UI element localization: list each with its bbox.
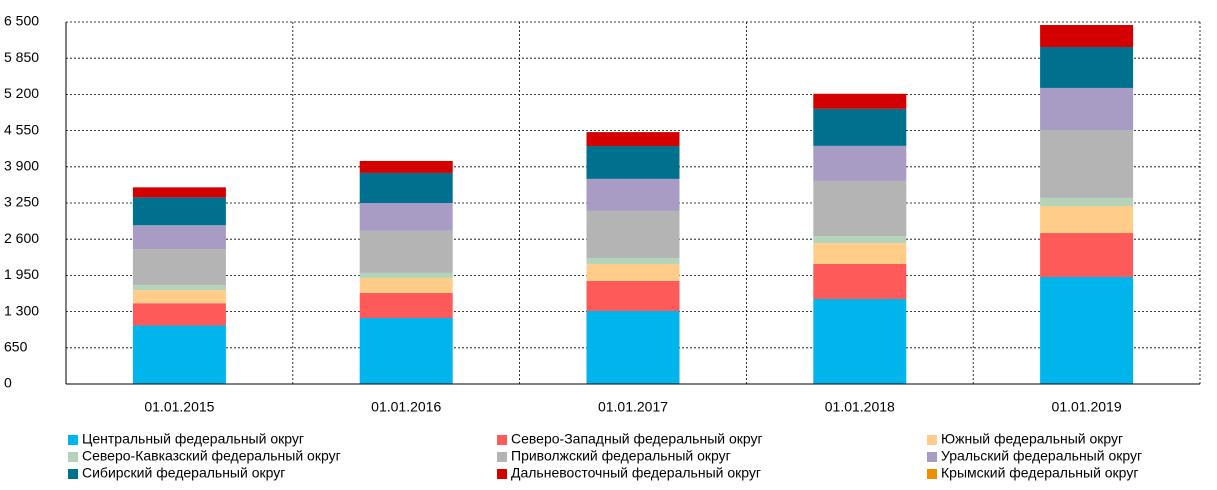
bar-segment [132, 285, 226, 291]
legend-swatch [927, 469, 937, 479]
bar-segment [132, 197, 226, 226]
bar-segment [132, 187, 226, 198]
bar-segment [813, 145, 907, 181]
bar-segment [1040, 129, 1134, 198]
legend-label: Сибирский федеральный округ [82, 465, 285, 481]
legend-label: Дальневосточный федеральный округ [511, 465, 761, 481]
x-tick-label: 01.01.2019 [1052, 399, 1122, 415]
bar-segment [586, 280, 680, 311]
legend-label: Уральский федеральный округ [941, 448, 1142, 464]
bar-segment [813, 236, 907, 244]
bar-segment [1040, 87, 1134, 130]
y-tick-label: 650 [4, 339, 28, 355]
legend-swatch [497, 435, 507, 445]
bar-segment [132, 249, 226, 286]
bar-segment [132, 225, 226, 250]
bar-segment [132, 290, 226, 304]
legend-label: Южный федеральный округ [941, 431, 1123, 447]
bar-segment [1040, 25, 1134, 48]
legend-label: Северо-Кавказский федеральный округ [82, 448, 341, 464]
legend-swatch [497, 452, 507, 462]
legend-swatch [497, 469, 507, 479]
y-tick-label: 1 300 [4, 302, 39, 318]
bar-segment [1040, 233, 1134, 278]
bar-segment [586, 178, 680, 211]
bar-segment [586, 146, 680, 179]
bar-segment [1040, 197, 1134, 207]
x-tick-label: 01.01.2016 [371, 399, 441, 415]
bar-segment [359, 292, 453, 319]
y-tick-label: 1 950 [4, 266, 39, 282]
y-tick-label: 2 600 [4, 230, 39, 246]
bar-segment [813, 299, 907, 384]
legend-label: Приволжский федеральный округ [511, 448, 731, 464]
legend-swatch [927, 435, 937, 445]
bar-segment [359, 272, 453, 278]
legend-swatch [927, 452, 937, 462]
bar-segment [1040, 206, 1134, 234]
legend-swatch [68, 452, 78, 462]
bar-segment [586, 210, 680, 258]
x-tick-label: 01.01.2017 [598, 399, 668, 415]
y-tick-label: 5 850 [4, 49, 39, 65]
y-tick-label: 3 900 [4, 158, 39, 174]
bar-segment [132, 325, 226, 384]
legend-label: Центральный федеральный округ [82, 431, 304, 447]
bar-segment [813, 180, 907, 237]
bar-segment [1040, 47, 1134, 88]
bar-segment [359, 230, 453, 273]
legend-label: Крымский федеральный округ [941, 465, 1138, 481]
y-tick-label: 0 [4, 375, 12, 391]
bar-segment [359, 318, 453, 384]
legend-swatch [68, 435, 78, 445]
bar-segment [359, 172, 453, 203]
x-tick-label: 01.01.2018 [825, 399, 895, 415]
legend-label: Северо-Западный федеральный округ [511, 431, 763, 447]
bar-segment [359, 277, 453, 293]
y-tick-label: 3 250 [4, 194, 39, 210]
x-tick-label: 01.01.2015 [144, 399, 214, 415]
bar-segment [813, 93, 907, 109]
bar-segment [359, 160, 453, 173]
bar-segment [586, 263, 680, 281]
legend-swatch [68, 469, 78, 479]
y-tick-label: 6 500 [4, 13, 39, 29]
y-tick-label: 4 550 [4, 121, 39, 137]
bar-segment [586, 310, 680, 384]
y-tick-label: 5 200 [4, 85, 39, 101]
bar-segment [1040, 277, 1134, 384]
bar-segment [813, 243, 907, 264]
bar-segment [813, 108, 907, 146]
bar-segment [813, 263, 907, 300]
bar-segment [359, 203, 453, 231]
bar-segment [586, 132, 680, 147]
bar-segment [132, 303, 226, 326]
bar-segment [586, 257, 680, 264]
